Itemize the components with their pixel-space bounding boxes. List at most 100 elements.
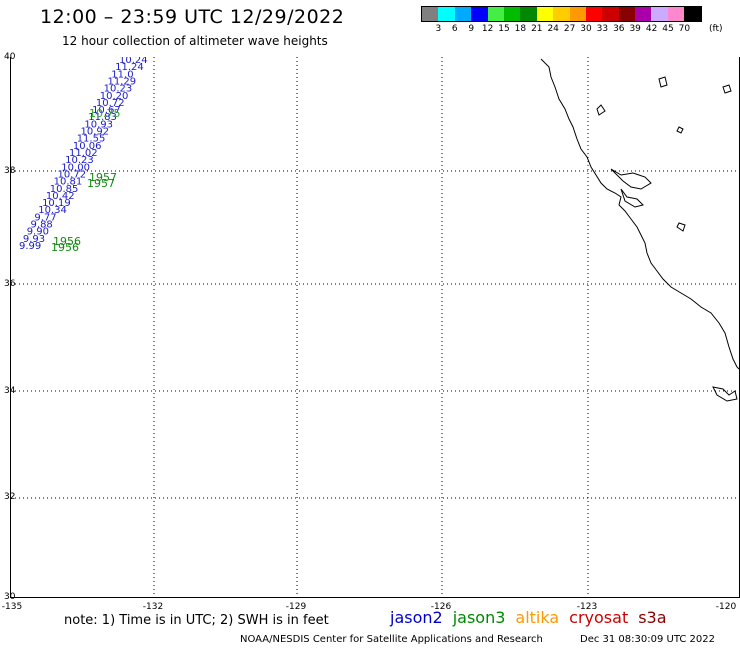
color-swatch [602, 7, 619, 21]
color-swatch [618, 7, 636, 21]
map-title: 12:00 – 23:59 UTC 12/29/2022 [40, 6, 345, 28]
color-legend: (ft) 3 6 9 12 15 18 21 24 27 30 33 36 39 42 45 70 [421, 6, 723, 36]
wave-height-label: 10.23 [65, 155, 94, 166]
satellite-name: jason2 [390, 608, 443, 627]
satellite-name: jason3 [452, 608, 506, 627]
wave-height-label: 9.77 [34, 212, 56, 223]
color-swatches [421, 6, 702, 22]
color-swatch [553, 7, 570, 21]
wave-height-label: 10.92 [81, 127, 110, 138]
wave-height-label: 10.75 [89, 107, 121, 120]
color-tick-label: 12 [481, 24, 494, 34]
wave-height-label: 9.99 [19, 241, 41, 252]
color-tick-label: 45 [662, 24, 674, 34]
island-outline-2 [676, 222, 686, 232]
wave-height-label: 9.93 [23, 234, 45, 245]
wave-height-label: 11.24 [115, 62, 144, 73]
lake-outline [596, 104, 606, 116]
color-tick-label: 21 [531, 24, 543, 34]
color-tick-label: 9 [468, 24, 475, 34]
lat-label-34: 34 [4, 386, 16, 396]
lon-label-132: -132 [142, 602, 164, 612]
lon-label-126: -126 [430, 602, 452, 612]
island-outline [712, 386, 738, 402]
color-tick-label: 18 [514, 24, 527, 34]
lat-label-38: 38 [4, 166, 16, 176]
color-swatch [635, 7, 652, 21]
wave-height-label: 10.42 [46, 191, 75, 202]
color-tick-label: 36 [613, 24, 625, 34]
color-tick-label: 39 [629, 24, 641, 34]
lon-label-135: -135 [1, 602, 23, 612]
wave-height-label: 11.29 [107, 76, 136, 87]
color-tick-label: 33 [596, 24, 609, 34]
color-swatch [520, 7, 537, 21]
wave-height-label: 10.67 [92, 105, 121, 116]
satellite-name: altika [515, 608, 560, 627]
grid-lines [11, 57, 739, 597]
color-tick-label: 30 [580, 24, 592, 34]
wave-height-label: 10.20 [100, 91, 129, 102]
bay-outline [610, 168, 652, 190]
wave-height-label: 10.06 [73, 141, 102, 152]
wave-height-label: 10.19 [42, 198, 71, 209]
coastline [540, 58, 740, 370]
generated-date: Dec 31 08:30:09 UTC 2022 [580, 634, 715, 645]
color-tick-label: 6 [451, 24, 458, 34]
map-svg: 10.2411.2411.011.2910.2310.2010.7210.671… [11, 55, 740, 597]
color-swatch [585, 7, 603, 21]
unit-label: (ft) [709, 24, 723, 34]
wave-height-label: 10.23 [104, 84, 133, 95]
color-swatch [684, 7, 701, 21]
credit-text: NOAA/NESDIS Center for Satellite Applica… [240, 634, 543, 645]
wave-height-label: 1957 [87, 177, 115, 190]
wave-height-label: 11.55 [77, 134, 106, 145]
wave-height-label: 10.24 [119, 57, 148, 66]
color-swatch [651, 7, 668, 21]
jason2-track: 10.2411.2411.011.2910.2310.2010.7210.671… [19, 55, 148, 252]
lake-outline-2 [658, 76, 668, 88]
color-tick-label: 27 [563, 24, 576, 34]
color-swatch [536, 7, 554, 21]
satellite-legend: jason2 jason3 altika cryosat s3a [390, 608, 667, 627]
color-tick-label: 42 [645, 24, 658, 34]
satellite-name: cryosat [569, 608, 629, 627]
wave-height-label: 10.85 [50, 184, 79, 195]
lon-label-123: -123 [576, 602, 598, 612]
lat-label-40: 40 [4, 52, 16, 62]
lat-label-30: 30 [4, 592, 16, 602]
wave-height-label: 10.81 [54, 177, 83, 188]
wave-height-label: 9.88 [31, 220, 53, 231]
color-tick-label: 3 [435, 24, 442, 34]
wave-height-label: 9.90 [27, 227, 49, 238]
wave-height-label: 10.00 [61, 162, 90, 173]
wave-height-label: 11.83 [88, 112, 117, 123]
color-tick-label: 15 [498, 24, 510, 34]
map-plot-area: 10.24 11.24 11.0 11.29 10.23 10.20 10.72 10.67 1… [10, 55, 740, 598]
color-swatch [569, 7, 586, 21]
color-swatch [487, 7, 504, 21]
color-ticks: (ft) 3 6 9 12 15 18 21 24 27 30 33 36 39 42 45 70 [421, 22, 723, 36]
lake-outline-3 [676, 126, 684, 134]
color-tick-label: 70 [678, 24, 691, 34]
lat-label-36: 36 [4, 279, 16, 289]
wave-height-label: 1957 [89, 171, 117, 184]
wave-height-label: 10.72 [57, 169, 86, 180]
footer-note: note: 1) Time is in UTC; 2) SWH is in fe… [64, 613, 329, 628]
lon-label-129: -129 [285, 602, 307, 612]
color-swatch [503, 7, 521, 21]
bay-outline-2 [620, 188, 644, 208]
wave-height-label: 11.02 [69, 148, 98, 159]
wave-height-label: 11.0 [111, 69, 133, 80]
lon-label-120: -120 [715, 602, 737, 612]
wave-height-label: 10.72 [96, 98, 125, 109]
color-tick-label: 24 [547, 24, 559, 34]
wave-height-label: 10.34 [38, 205, 67, 216]
lake-outline-4 [722, 84, 732, 94]
color-swatch [471, 7, 488, 21]
color-swatch [422, 7, 439, 21]
color-swatch [438, 7, 455, 21]
wave-height-label: 1956 [51, 241, 79, 254]
color-swatch [667, 7, 685, 21]
